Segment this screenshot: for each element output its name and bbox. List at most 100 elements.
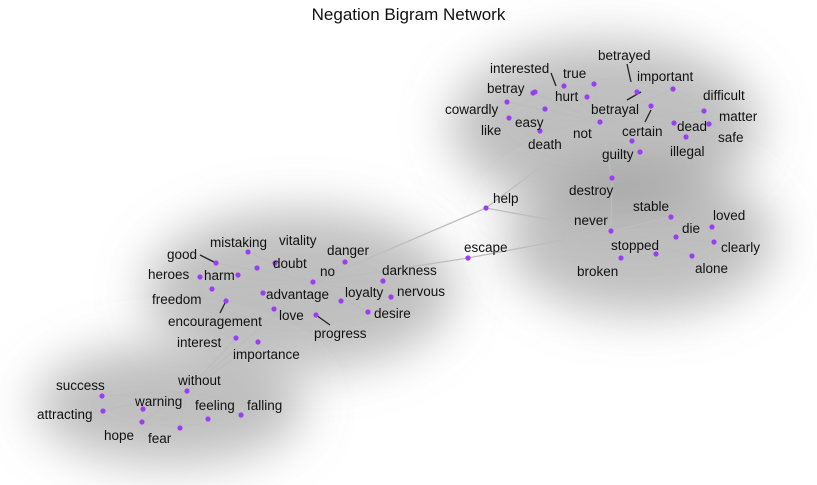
label-betrayal: betrayal	[591, 102, 639, 117]
node-help	[483, 205, 489, 211]
node-death	[537, 128, 543, 134]
label-vitality: vitality	[279, 233, 317, 248]
label-die: die	[682, 221, 700, 236]
edge-without-warning	[142, 390, 188, 410]
label-good: good	[167, 247, 197, 262]
label-layer: not never no without help interested true betra…	[37, 48, 760, 446]
node-feeling	[205, 416, 211, 422]
node-advantage	[260, 290, 266, 296]
edge-never-stable	[610, 216, 672, 232]
node-loyalty	[338, 298, 344, 304]
label-alone: alone	[695, 261, 728, 276]
node-cowardly	[504, 99, 510, 105]
label-important: important	[637, 69, 694, 84]
edge-no-danger	[312, 261, 346, 283]
node-hurt	[584, 94, 590, 100]
edge-not-matter	[599, 110, 705, 123]
label-death: death	[528, 137, 562, 152]
node-difficult	[670, 86, 676, 92]
label-certain: certain	[622, 124, 663, 139]
label-cowardly: cowardly	[445, 102, 499, 117]
edge-no-vitality	[274, 262, 314, 283]
node-certain	[671, 120, 677, 126]
edge-no-without	[186, 281, 314, 392]
edge-without-attracting	[102, 390, 188, 412]
label-not: not	[573, 126, 592, 141]
edge-never-stopped	[610, 230, 657, 255]
label-feeling: feeling	[195, 398, 235, 413]
label-harm: harm	[204, 268, 235, 283]
label-difficult: difficult	[703, 88, 745, 103]
label-hurt: hurt	[555, 89, 579, 104]
node-interest	[233, 335, 239, 341]
edge-not-illegal	[599, 121, 641, 153]
node-betray	[532, 89, 538, 95]
node-betrayed	[591, 81, 597, 87]
edge-not-betrayal	[599, 105, 652, 123]
label-betrayed: betrayed	[598, 48, 651, 63]
leader-progress	[315, 314, 331, 326]
edge-not-hurt	[586, 96, 601, 123]
node-easy	[542, 106, 548, 112]
edge-not-easy	[544, 108, 601, 123]
node-guilty	[629, 138, 635, 144]
node-clearly	[711, 239, 717, 245]
edge-layer	[101, 83, 715, 429]
cluster-halos	[35, 40, 775, 465]
node-danger	[342, 259, 348, 265]
node-stable	[668, 214, 674, 220]
label-interest: interest	[177, 335, 222, 350]
label-like: like	[481, 123, 501, 138]
edge-not-true	[563, 85, 601, 123]
node-heroes	[197, 274, 203, 280]
label-guilty: guilty	[602, 147, 634, 162]
edge-not-guilty	[599, 121, 633, 142]
edge-never-clearly	[610, 230, 715, 243]
edge-without-importance	[186, 341, 259, 392]
node-safe	[683, 134, 689, 140]
label-mistaking: mistaking	[210, 235, 267, 250]
edge-no-encouragement	[225, 281, 314, 302]
edge-no-escape	[312, 257, 469, 283]
node-darkness	[380, 278, 386, 284]
label-escape: escape	[464, 240, 508, 255]
edge-never-loved	[610, 226, 713, 232]
edge-no-darkness	[312, 280, 384, 283]
label-darkness: darkness	[382, 263, 437, 278]
label-safe: safe	[718, 130, 744, 145]
node-freedom	[209, 286, 215, 292]
label-loyalty: loyalty	[345, 285, 384, 300]
leader-betrayed	[626, 63, 632, 83]
label-stable: stable	[633, 199, 669, 214]
node-fear	[177, 425, 183, 431]
label-heroes: heroes	[148, 267, 190, 282]
leader-interested	[550, 72, 557, 87]
node-escape	[465, 255, 471, 261]
label-stopped: stopped	[611, 238, 659, 253]
edge-without-hope	[141, 390, 188, 423]
node-loved	[709, 224, 715, 230]
edge-no-good	[215, 262, 314, 283]
label-without: without	[177, 373, 221, 388]
node-love	[271, 306, 277, 312]
edge-without-fear	[179, 390, 188, 429]
node-illegal	[637, 149, 643, 155]
node-matter	[701, 108, 707, 114]
label-warning: warning	[134, 394, 182, 409]
edge-help-never	[485, 207, 612, 232]
edge-no-desire	[312, 281, 369, 313]
node-stopped	[653, 251, 659, 257]
label-loved: loved	[713, 208, 745, 223]
label-dead: dead	[677, 119, 707, 134]
edge-no-love	[273, 281, 314, 310]
node-destroy	[609, 175, 615, 181]
label-easy: easy	[515, 115, 544, 130]
label-attracting: attracting	[37, 407, 93, 422]
label-no: no	[320, 264, 335, 279]
node-success	[99, 393, 105, 399]
node-like	[506, 115, 512, 121]
node-layer	[99, 81, 717, 431]
node-betrayal	[648, 103, 654, 109]
edge-no-nervous	[312, 281, 392, 298]
